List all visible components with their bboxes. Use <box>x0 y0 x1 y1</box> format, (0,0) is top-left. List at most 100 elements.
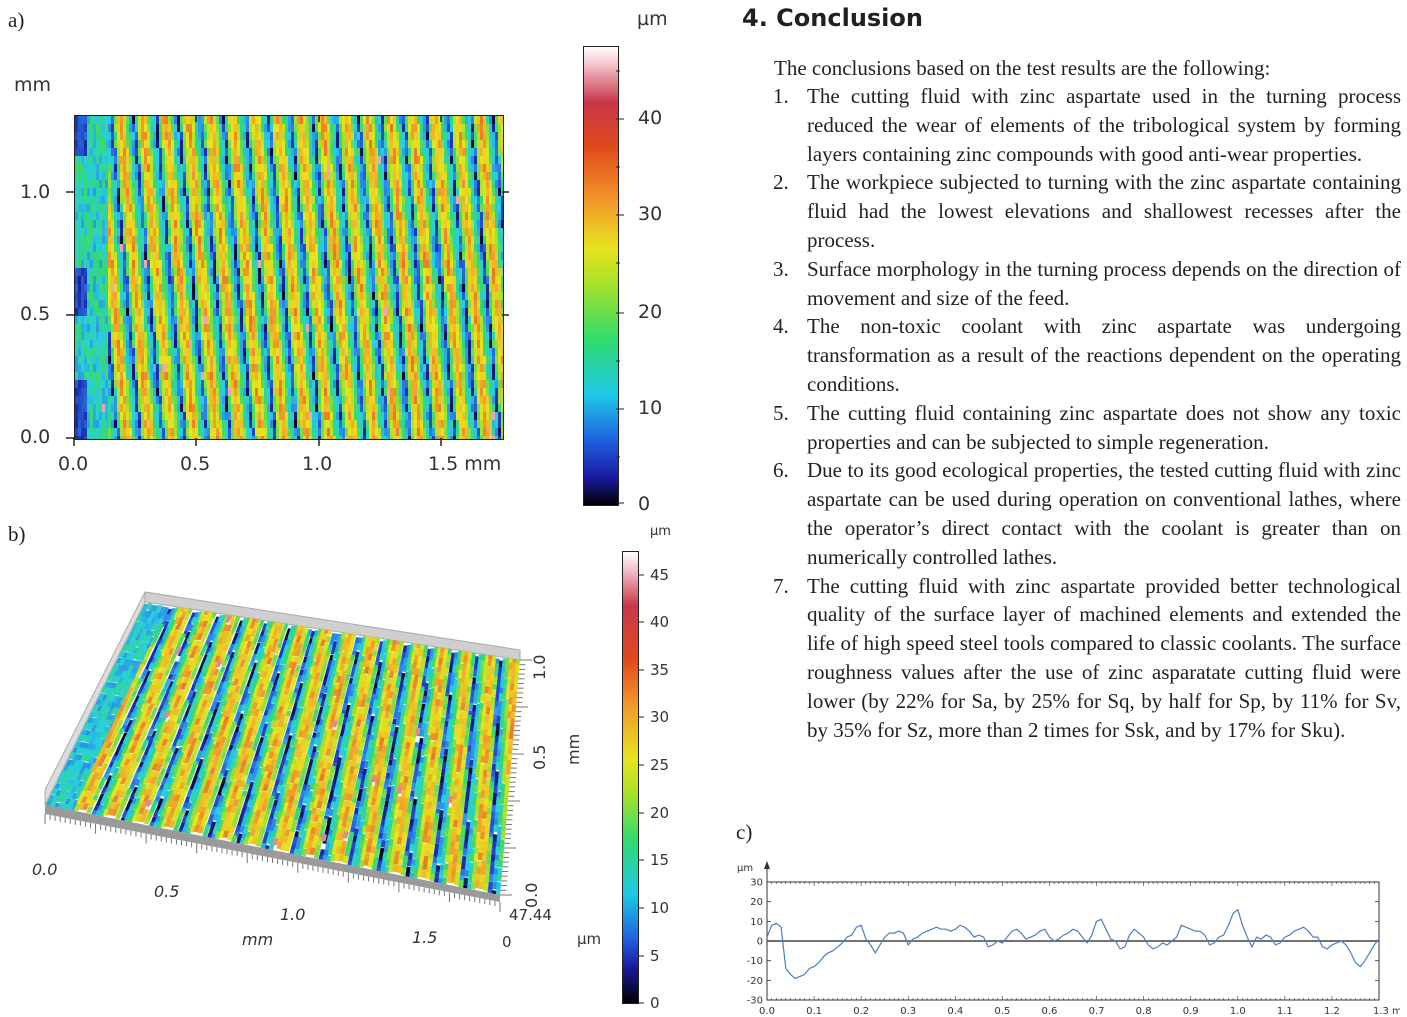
profile-chart: 30 20 10 0 -10 -20 -30 µm 0.0 0.1 0.2 0.3 0.4 0.5 0.6 0… <box>737 861 1400 1017</box>
panel-b-xtick: 0.0 <box>32 860 58 879</box>
panel-a-tick-marks <box>66 115 509 446</box>
panel-a-xtick: 1.0 <box>302 453 333 475</box>
profile-y-tick-label: 20 <box>750 897 763 908</box>
list-item: 5. The cutting fluid containing zinc aspa… <box>773 399 1401 457</box>
list-item-text: Due to its good ecological properties, t… <box>807 458 1401 569</box>
panel-b-ztick: 47.44 <box>509 906 552 924</box>
panel-b-colorbar-tick: 25 <box>650 756 670 774</box>
profile-y-tick-label: 0 <box>757 937 763 948</box>
surface-3d-relief <box>45 603 520 895</box>
panel-a-colorbar-tick: 40 <box>638 107 663 129</box>
section-heading: 4. Conclusion <box>742 4 923 32</box>
list-item-text: The non-toxic coolant with zinc aspartat… <box>807 314 1401 396</box>
profile-y-tick-label: -30 <box>747 996 763 1007</box>
surface-3d-left-wall <box>44 591 146 806</box>
panel-b-ytick: 1.0 <box>530 654 549 680</box>
profile-x-tick-label: 0.7 <box>1089 1006 1105 1017</box>
list-item: 3. Surface morphology in the turning proc… <box>773 255 1401 313</box>
list-item: 6. Due to its good ecological properties,… <box>773 456 1401 571</box>
panel-b-colorbar-tick: 15 <box>650 851 670 869</box>
panel-a-xtick: 0.0 <box>58 453 89 475</box>
profile-x-tick-label: 1.2 <box>1324 1006 1340 1017</box>
profile-x-tick-label: 1.0 <box>1230 1006 1246 1017</box>
list-item-number: 1. <box>773 84 789 108</box>
profile-series-line <box>766 908 1380 980</box>
panel-a-colorbar-ticks <box>616 70 624 504</box>
list-item: 7. The cutting fluid with zinc aspartate … <box>773 572 1401 745</box>
panel-b-colorbar-tick: 20 <box>650 804 670 822</box>
list-item: 1. The cutting fluid with zinc aspartate … <box>773 82 1401 168</box>
panel-b-ytick: 0.5 <box>530 744 549 770</box>
panel-a-y-unit: mm <box>14 74 52 96</box>
panel-a-colorbar-unit: µm <box>637 8 668 30</box>
panel-c-label: c) <box>736 820 753 844</box>
panel-b-xtick: 1.5 <box>412 928 438 947</box>
list-item-text: The cutting fluid with zinc aspartate pr… <box>807 573 1401 742</box>
list-item-number: 6. <box>773 458 789 483</box>
profile-x-tick-label: 0.8 <box>1136 1006 1152 1017</box>
panel-a-xtick: 1.5 mm <box>428 453 502 475</box>
list-item: 4. The non-toxic coolant with zinc aspart… <box>773 312 1401 398</box>
panel-b-colorbar-tick: 10 <box>650 899 670 917</box>
panel-b-colorbar-tick: 45 <box>650 566 670 584</box>
profile-x-tick-label: 1.3 mm <box>1373 1006 1400 1017</box>
panel-a-ytick: 0.5 <box>20 303 51 325</box>
surface-3d-front-edge <box>45 805 500 902</box>
surface-heatmap-2d-image <box>75 116 503 439</box>
panel-b-colorbar-tick: 0 <box>650 994 660 1012</box>
profile-x-tick-label: 0.5 <box>994 1006 1010 1017</box>
surface-heatmap-2d <box>74 115 504 440</box>
list-item-text: The cutting fluid containing zinc aspart… <box>807 400 1401 454</box>
panel-b-colorbar-ticks <box>638 574 644 1004</box>
panel-a-ytick: 1.0 <box>20 181 51 203</box>
profile-x-tick-label: 0.2 <box>853 1006 869 1017</box>
panel-a-colorbar-tick: 0 <box>638 493 651 515</box>
list-item-number: 7. <box>773 573 789 598</box>
profile-x-tick-label: 0.0 <box>759 1006 775 1017</box>
surface-3d-y-ticks <box>500 659 532 896</box>
surface-3d-view <box>44 591 532 912</box>
list-item-number: 2. <box>773 170 789 195</box>
panel-b-colorbar-tick: 30 <box>650 708 670 726</box>
profile-y-tick-label: 30 <box>750 878 763 889</box>
list-item-number: 5. <box>773 400 789 425</box>
panel-b-y-unit: mm <box>564 733 583 765</box>
panel-a-colorbar <box>583 46 619 506</box>
list-item-text: The cutting fluid with zinc aspartate us… <box>807 84 1401 166</box>
profile-x-tick-label: 1.1 <box>1277 1006 1293 1017</box>
list-item-number: 3. <box>773 256 789 281</box>
list-item-text: The workpiece subjected to turning with … <box>807 170 1401 252</box>
panel-b-z-unit: µm <box>577 930 602 948</box>
profile-y-axis-arrow-head <box>764 861 770 869</box>
profile-x-tick-label: 0.4 <box>947 1006 963 1017</box>
profile-y-tick-label: -10 <box>747 956 763 967</box>
panel-b-colorbar-tick: 5 <box>650 947 660 965</box>
conclusion-list: 1. The cutting fluid with zinc aspartate … <box>773 82 1401 744</box>
list-item: 2. The workpiece subjected to turning wit… <box>773 168 1401 254</box>
profile-x-tick-label: 0.9 <box>1183 1006 1199 1017</box>
profile-x-tick-label: 0.3 <box>900 1006 916 1017</box>
profile-y-tick-label: 10 <box>750 917 763 928</box>
list-item-text: Surface morphology in the turning proces… <box>807 256 1401 310</box>
panel-a-ytick: 0.0 <box>20 426 51 448</box>
panel-a-colorbar-tick: 30 <box>638 203 663 225</box>
panel-a-colorbar-tick: 10 <box>638 397 663 419</box>
panel-b-xtick: 0.5 <box>154 882 180 901</box>
panel-b-xtick: 1.0 <box>280 905 306 924</box>
panel-b-colorbar-tick: 35 <box>650 661 670 679</box>
panel-b-colorbar-unit: µm <box>650 524 671 539</box>
panel-b-x-unit: mm <box>242 930 274 949</box>
surface-3d-x-ticks <box>44 814 501 912</box>
profile-x-tick-label: 0.1 <box>806 1006 822 1017</box>
profile-x-tick-label: 0.6 <box>1042 1006 1058 1017</box>
profile-y-tick-label: -20 <box>747 976 763 987</box>
panel-a-xtick: 0.5 <box>180 453 211 475</box>
list-item-number: 4. <box>773 314 789 339</box>
intro-paragraph: The conclusions based on the test result… <box>774 56 1271 80</box>
panel-b-label: b) <box>8 522 26 546</box>
panel-a-colorbar-tick: 20 <box>638 301 663 323</box>
panel-b-ytick: 0.0 <box>522 882 541 908</box>
panel-a-label: a) <box>8 8 25 32</box>
panel-b-ztick: 0 <box>502 933 512 951</box>
panel-b-colorbar-tick: 40 <box>650 613 670 631</box>
